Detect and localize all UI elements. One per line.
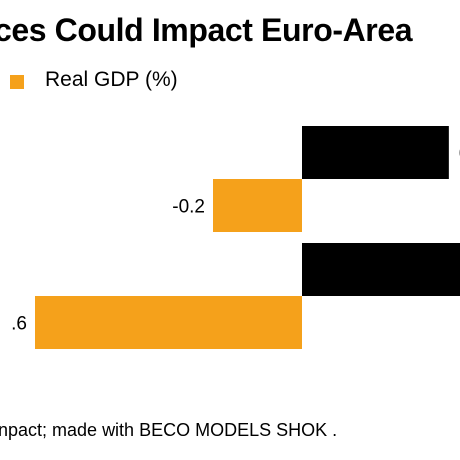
data-label-s1-c0: -0.2 (172, 197, 205, 218)
legend-swatch-real-gdp (10, 75, 24, 89)
data-label-s0-c0: 0 (459, 144, 460, 165)
chart-footnote: npact; made with BECO MODELS SHOK . (0, 420, 338, 440)
bar-s1-c0 (213, 179, 302, 232)
bar-s0-c1 (302, 243, 460, 296)
bar-s0-c0 (302, 126, 449, 179)
data-label-s1-c1: .6 (11, 314, 27, 335)
legend-label-real-gdp: Real GDP (%) (45, 68, 178, 91)
chart-title: ces Could Impact Euro-Area (0, 12, 413, 48)
bar-s1-c1 (35, 296, 302, 349)
